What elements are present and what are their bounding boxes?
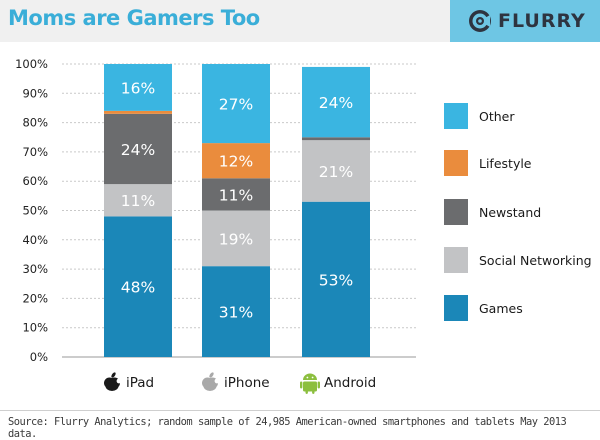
- y-tick-label: 40%: [22, 233, 48, 247]
- bar-data-label: 31%: [219, 304, 253, 322]
- bar-segment: [302, 137, 370, 141]
- bar-segment: [302, 66, 370, 138]
- y-tick-label: 80%: [22, 116, 48, 130]
- bar-data-label: 48%: [121, 279, 155, 297]
- bar-data-label: 21%: [319, 163, 353, 181]
- source-note: Source: Flurry Analytics; random sample …: [8, 416, 567, 440]
- bar-segment: [104, 113, 172, 185]
- legend-label: Newstand: [479, 205, 541, 220]
- x-category-label: iPad: [126, 375, 154, 391]
- brand-name: FLURRY: [498, 10, 586, 32]
- bar-data-label: 19%: [219, 230, 253, 248]
- bar-segment: [202, 210, 270, 267]
- y-tick-label: 20%: [22, 291, 48, 305]
- bar-data-label: 24%: [319, 94, 353, 112]
- legend-label: Social Networking: [479, 253, 592, 268]
- bar-data-label: 11%: [121, 192, 155, 210]
- y-tick-label: 30%: [22, 262, 48, 276]
- bar-data-label: 12%: [219, 153, 253, 171]
- footer: Source: Flurry Analytics; random sample …: [0, 410, 600, 440]
- legend-swatch: [444, 150, 468, 176]
- bar-data-label: 53%: [319, 271, 353, 289]
- bar-data-label: 27%: [219, 96, 253, 114]
- legend-swatch: [444, 247, 468, 273]
- bar-segment: [202, 64, 270, 144]
- x-category-label: iPhone: [224, 375, 270, 391]
- legend-swatch: [444, 103, 468, 129]
- header-bar: Moms are Gamers Too FLURRY: [0, 0, 600, 42]
- bar-segment: [302, 201, 370, 357]
- bar-segment: [202, 178, 270, 211]
- y-tick-label: 100%: [15, 57, 48, 71]
- stacked-bar-chart: 0% 10% 20% 30% 40% 50% 60% 70% 80% 90% 100% 48% 11% 2…: [15, 57, 592, 394]
- brand-block: FLURRY: [450, 0, 600, 42]
- y-tick-label: 0%: [30, 350, 48, 364]
- bar-segment: [104, 216, 172, 357]
- y-tick-label: 10%: [22, 321, 48, 335]
- legend-swatch: [444, 295, 468, 321]
- apple-icon: [202, 372, 220, 391]
- legend-swatch: [444, 199, 468, 225]
- y-tick-label: 90%: [22, 86, 48, 100]
- legend-label: Lifestyle: [479, 156, 532, 171]
- y-tick-label: 60%: [22, 174, 48, 188]
- bar-segment: [104, 184, 172, 217]
- y-tick-label: 70%: [22, 145, 48, 159]
- legend-label: Games: [479, 301, 523, 316]
- bar-data-label: 24%: [121, 141, 155, 159]
- bar-segment: [104, 110, 172, 114]
- bar-segment: [302, 140, 370, 202]
- legend-label: Other: [479, 109, 515, 124]
- chart-title: Moms are Gamers Too: [8, 6, 260, 30]
- android-icon: [300, 373, 320, 394]
- apple-icon: [104, 372, 122, 391]
- y-tick-label: 50%: [22, 204, 48, 218]
- flurry-logo-icon: [469, 10, 491, 32]
- x-category-label: Android: [324, 375, 376, 391]
- bar-segment: [202, 143, 270, 179]
- bar-data-label: 11%: [219, 186, 253, 204]
- bar-data-label: 16%: [121, 79, 155, 97]
- bar-segment: [202, 266, 270, 357]
- bar-segment: [104, 64, 172, 111]
